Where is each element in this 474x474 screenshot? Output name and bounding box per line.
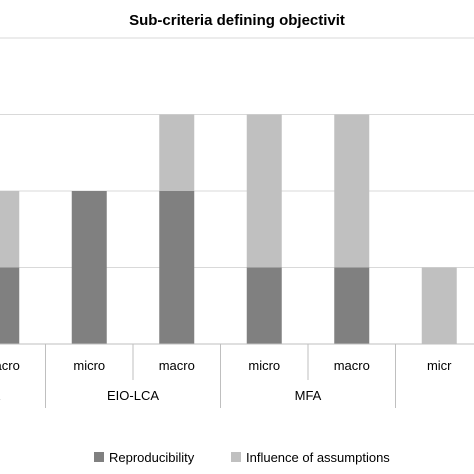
bars [0, 114, 457, 344]
legend: Reproducibility Influence of assumptions [94, 450, 390, 465]
bar-segment-influence-of-assumptions [159, 114, 195, 191]
x-group-label: MFA [295, 388, 322, 403]
x-tick-label: micr [427, 358, 452, 373]
x-group-label: A [0, 388, 1, 403]
chart-title: Sub-criteria defining objectivit [129, 12, 345, 29]
legend-label: Influence of assumptions [246, 450, 390, 465]
bar-segment-reproducibility [246, 267, 282, 344]
legend-label: Reproducibility [109, 450, 195, 465]
bar-segment-reproducibility [0, 267, 20, 344]
legend-swatch [94, 452, 104, 462]
legend-swatch [231, 452, 241, 462]
bar-segment-influence-of-assumptions [421, 267, 457, 344]
bar-segment-influence-of-assumptions [334, 114, 370, 268]
bar-segment-influence-of-assumptions [0, 191, 20, 268]
x-tick-label: macro [334, 358, 370, 373]
x-tick-label: micro [248, 358, 280, 373]
x-tick-label: macro [0, 358, 20, 373]
x-tick-label: micro [73, 358, 105, 373]
bar-segment-reproducibility [334, 267, 370, 344]
x-tick-label: macro [159, 358, 195, 373]
x-group-label: EIO-LCA [107, 388, 159, 403]
bar-segment-reproducibility [71, 191, 107, 344]
x-axis: macro micro macro micro macro micr A EIO-LCA MFA [0, 343, 474, 408]
bar-segment-reproducibility [159, 191, 195, 344]
bar-segment-influence-of-assumptions [246, 114, 282, 268]
gridlines [0, 37, 474, 268]
